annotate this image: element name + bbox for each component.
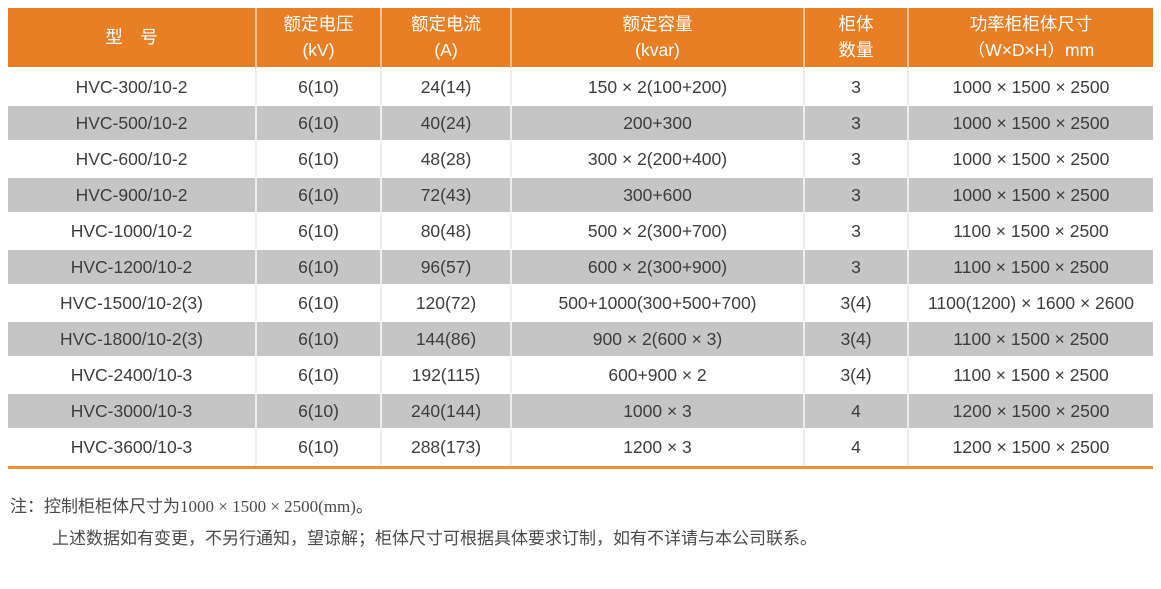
table-cell: HVC-3000/10-3 [8,394,255,430]
table-row: HVC-3600/10-3 6(10) 288(173) 1200 × 3 4 1200 … [8,430,1153,466]
table-cell: 6(10) [255,394,380,430]
table-cell: 6(10) [255,178,380,214]
table-body: HVC-300/10-2 6(10) 24(14) 150 × 2(100+200) 3… [8,70,1153,466]
notes: 注：控制柜柜体尺寸为1000 × 1500 × 2500(mm)。 上述数据如有… [8,491,1153,556]
table-cell: 200+300 [510,106,803,142]
table-cell: 4 [803,394,907,430]
table-cell: 3 [803,106,907,142]
table-cell: 600+900 × 2 [510,358,803,394]
table-cell: 1000 × 1500 × 2500 [907,106,1153,142]
table-cell: 1100 × 1500 × 2500 [907,358,1153,394]
table-cell: 240(144) [380,394,510,430]
table-cell: 500 × 2(300+700) [510,214,803,250]
table-cell: 1000 × 1500 × 2500 [907,142,1153,178]
table-cell: 1100 × 1500 × 2500 [907,250,1153,286]
table-cell: 120(72) [380,286,510,322]
table-cell: 3 [803,70,907,106]
table-cell: 1000 × 3 [510,394,803,430]
column-header-voltage: 额定电压 (kV) [255,8,380,70]
table-cell: 72(43) [380,178,510,214]
note-line-2: 上述数据如有变更，不另行通知，望谅解；柜体尺寸可根据具体要求订制，如有不详请与本… [52,529,817,549]
table-cell: 6(10) [255,70,380,106]
table-cell: 3(4) [803,286,907,322]
table-cell: 96(57) [380,250,510,286]
table-cell: HVC-900/10-2 [8,178,255,214]
table-cell: 3 [803,178,907,214]
table-cell: HVC-600/10-2 [8,142,255,178]
table-cell: 3(4) [803,322,907,358]
table-cell: HVC-1500/10-2(3) [8,286,255,322]
table-cell: 6(10) [255,358,380,394]
table-cell: 6(10) [255,250,380,286]
table-row: HVC-1500/10-2(3) 6(10) 120(72) 500+1000(300… [8,286,1153,322]
table-cell: 3 [803,214,907,250]
column-header-current: 额定电流 (A) [380,8,510,70]
table-cell: 600 × 2(300+900) [510,250,803,286]
table-cell: 144(86) [380,322,510,358]
table-cell: 300+600 [510,178,803,214]
table-cell: 900 × 2(600 × 3) [510,322,803,358]
spec-table: 型 号额定电压 (kV) 额定电流 (A) 额定容量 (kvar) 柜体 数量 功率柜柜体尺寸（… [8,8,1153,469]
table-cell: 6(10) [255,214,380,250]
note-label: 注： [10,497,44,516]
table-cell: 192(115) [380,358,510,394]
note-text-1: 控制柜柜体尺寸为1000 × 1500 × 2500(mm)。 [44,497,373,516]
column-header-capacity: 额定容量 (kvar) [510,8,803,70]
table-row: HVC-2400/10-3 6(10) 192(115) 600+900 × 2 3(4… [8,358,1153,394]
table-cell: 300 × 2(200+400) [510,142,803,178]
table-cell: 6(10) [255,430,380,466]
table-cell: 6(10) [255,106,380,142]
table-cell: 1000 × 1500 × 2500 [907,178,1153,214]
column-header-dimensions: 功率柜柜体尺寸 （W×D×H）mm [907,8,1153,70]
table-cell: 1100 × 1500 × 2500 [907,214,1153,250]
table-header: 型 号额定电压 (kV) 额定电流 (A) 额定容量 (kvar) 柜体 数量 功率柜柜体尺寸（… [8,8,1153,70]
table-cell: 6(10) [255,286,380,322]
table-cell: 6(10) [255,142,380,178]
table-cell: 1100(1200) × 1600 × 2600 [907,286,1153,322]
table-cell: 288(173) [380,430,510,466]
table-header-row: 型 号额定电压 (kV) 额定电流 (A) 额定容量 (kvar) 柜体 数量 功率柜柜体尺寸（… [8,8,1153,70]
table-cell: HVC-1000/10-2 [8,214,255,250]
table-cell: 1200 × 3 [510,430,803,466]
table-cell: 80(48) [380,214,510,250]
column-header-model: 型 号 [8,8,255,70]
table-cell: 4 [803,430,907,466]
table-cell: 3(4) [803,358,907,394]
table-cell: HVC-2400/10-3 [8,358,255,394]
table-row: HVC-1000/10-2 6(10) 80(48) 500 × 2(300+700)… [8,214,1153,250]
table-cell: HVC-500/10-2 [8,106,255,142]
table-row: HVC-300/10-2 6(10) 24(14) 150 × 2(100+200) 3… [8,70,1153,106]
note-line-1: 注：控制柜柜体尺寸为1000 × 1500 × 2500(mm)。 [10,491,1153,523]
table-cell: HVC-3600/10-3 [8,430,255,466]
table-row: HVC-1200/10-2 6(10) 96(57) 600 × 2(300+900)… [8,250,1153,286]
column-header-cabinets: 柜体 数量 [803,8,907,70]
table-cell: 40(24) [380,106,510,142]
spec-sheet-page: 型 号额定电压 (kV) 额定电流 (A) 额定容量 (kvar) 柜体 数量 功率柜柜体尺寸（… [8,8,1153,556]
table-cell: 48(28) [380,142,510,178]
table-row: HVC-900/10-2 6(10) 72(43) 300+600 3 1000 × 15… [8,178,1153,214]
table-cell: 500+1000(300+500+700) [510,286,803,322]
table-cell: 1200 × 1500 × 2500 [907,394,1153,430]
table-cell: HVC-300/10-2 [8,70,255,106]
table-cell: 1200 × 1500 × 2500 [907,430,1153,466]
table-cell: HVC-1800/10-2(3) [8,322,255,358]
table-cell: 1000 × 1500 × 2500 [907,70,1153,106]
table-cell: 3 [803,142,907,178]
table-cell: 6(10) [255,322,380,358]
table-cell: 1100 × 1500 × 2500 [907,322,1153,358]
table-cell: 3 [803,250,907,286]
table-row: HVC-3000/10-3 6(10) 240(144) 1000 × 3 4 1200 … [8,394,1153,430]
table-row: HVC-600/10-2 6(10) 48(28) 300 × 2(200+400) 3… [8,142,1153,178]
table-row: HVC-1800/10-2(3) 6(10) 144(86) 900 × 2(600 … [8,322,1153,358]
table-row: HVC-500/10-2 6(10) 40(24) 200+300 3 1000 × 15… [8,106,1153,142]
table-cell: HVC-1200/10-2 [8,250,255,286]
table-cell: 150 × 2(100+200) [510,70,803,106]
table-cell: 24(14) [380,70,510,106]
